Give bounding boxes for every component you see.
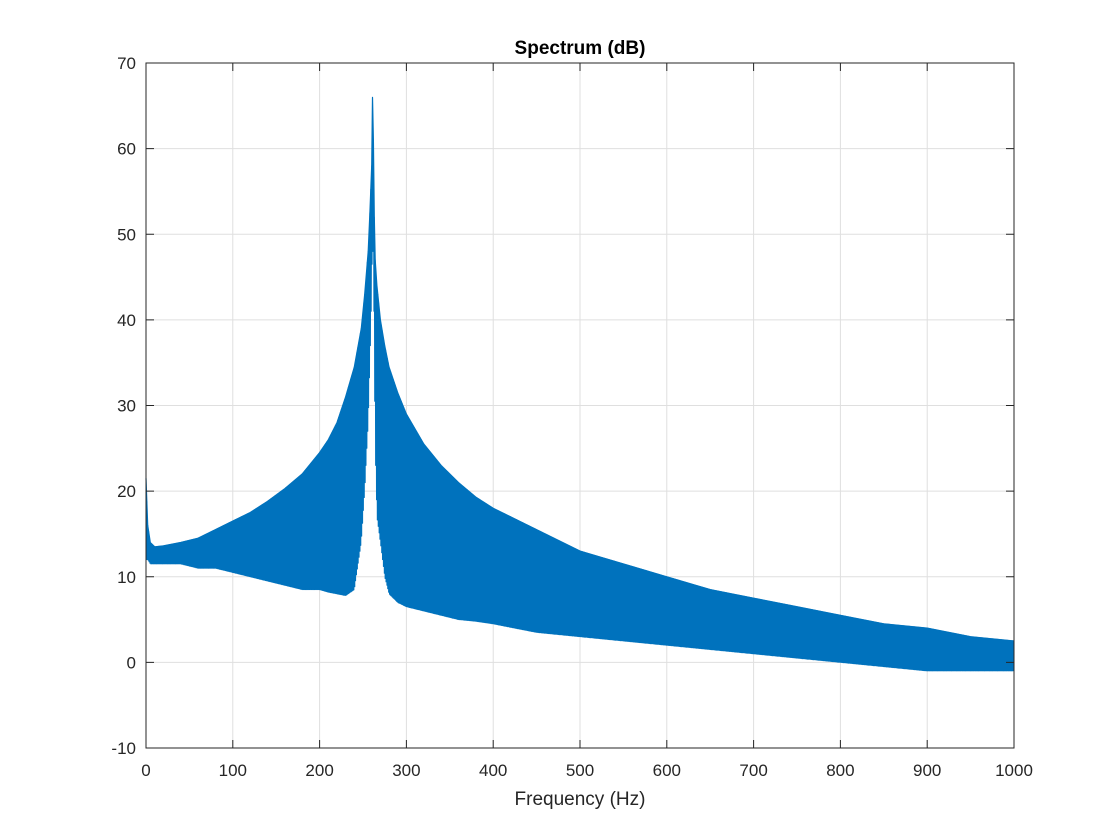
y-tick-label: 70: [117, 54, 136, 73]
x-tick-label: 900: [913, 761, 941, 780]
y-tick-label: 60: [117, 140, 136, 159]
plot-area: [145, 96, 1015, 672]
x-tick-label: 400: [479, 761, 507, 780]
x-tick-label: 800: [826, 761, 854, 780]
y-tick-label: 10: [117, 568, 136, 587]
y-tick-label: 50: [117, 225, 136, 244]
y-tick-label: 30: [117, 397, 136, 416]
y-tick-label: -10: [111, 739, 136, 758]
x-tick-label: 100: [219, 761, 247, 780]
x-tick-label: 500: [566, 761, 594, 780]
x-tick-label: 300: [392, 761, 420, 780]
y-tick-label: 20: [117, 482, 136, 501]
ticks: 0 100 200 300 400 500 600 700 800 900 1000 -10 0 10 20…: [111, 54, 1032, 780]
x-tick-label: 200: [305, 761, 333, 780]
series-envelope-0: [145, 97, 1015, 642]
x-tick-label: 1000: [995, 761, 1033, 780]
x-tick-label: 700: [739, 761, 767, 780]
y-tick-label: 0: [127, 653, 136, 672]
chart-title: Spectrum (dB): [515, 38, 646, 59]
y-tick-label: 40: [117, 311, 136, 330]
x-tick-label: 600: [653, 761, 681, 780]
x-tick-label: 0: [141, 761, 150, 780]
x-axis-label: Frequency (Hz): [515, 789, 646, 810]
